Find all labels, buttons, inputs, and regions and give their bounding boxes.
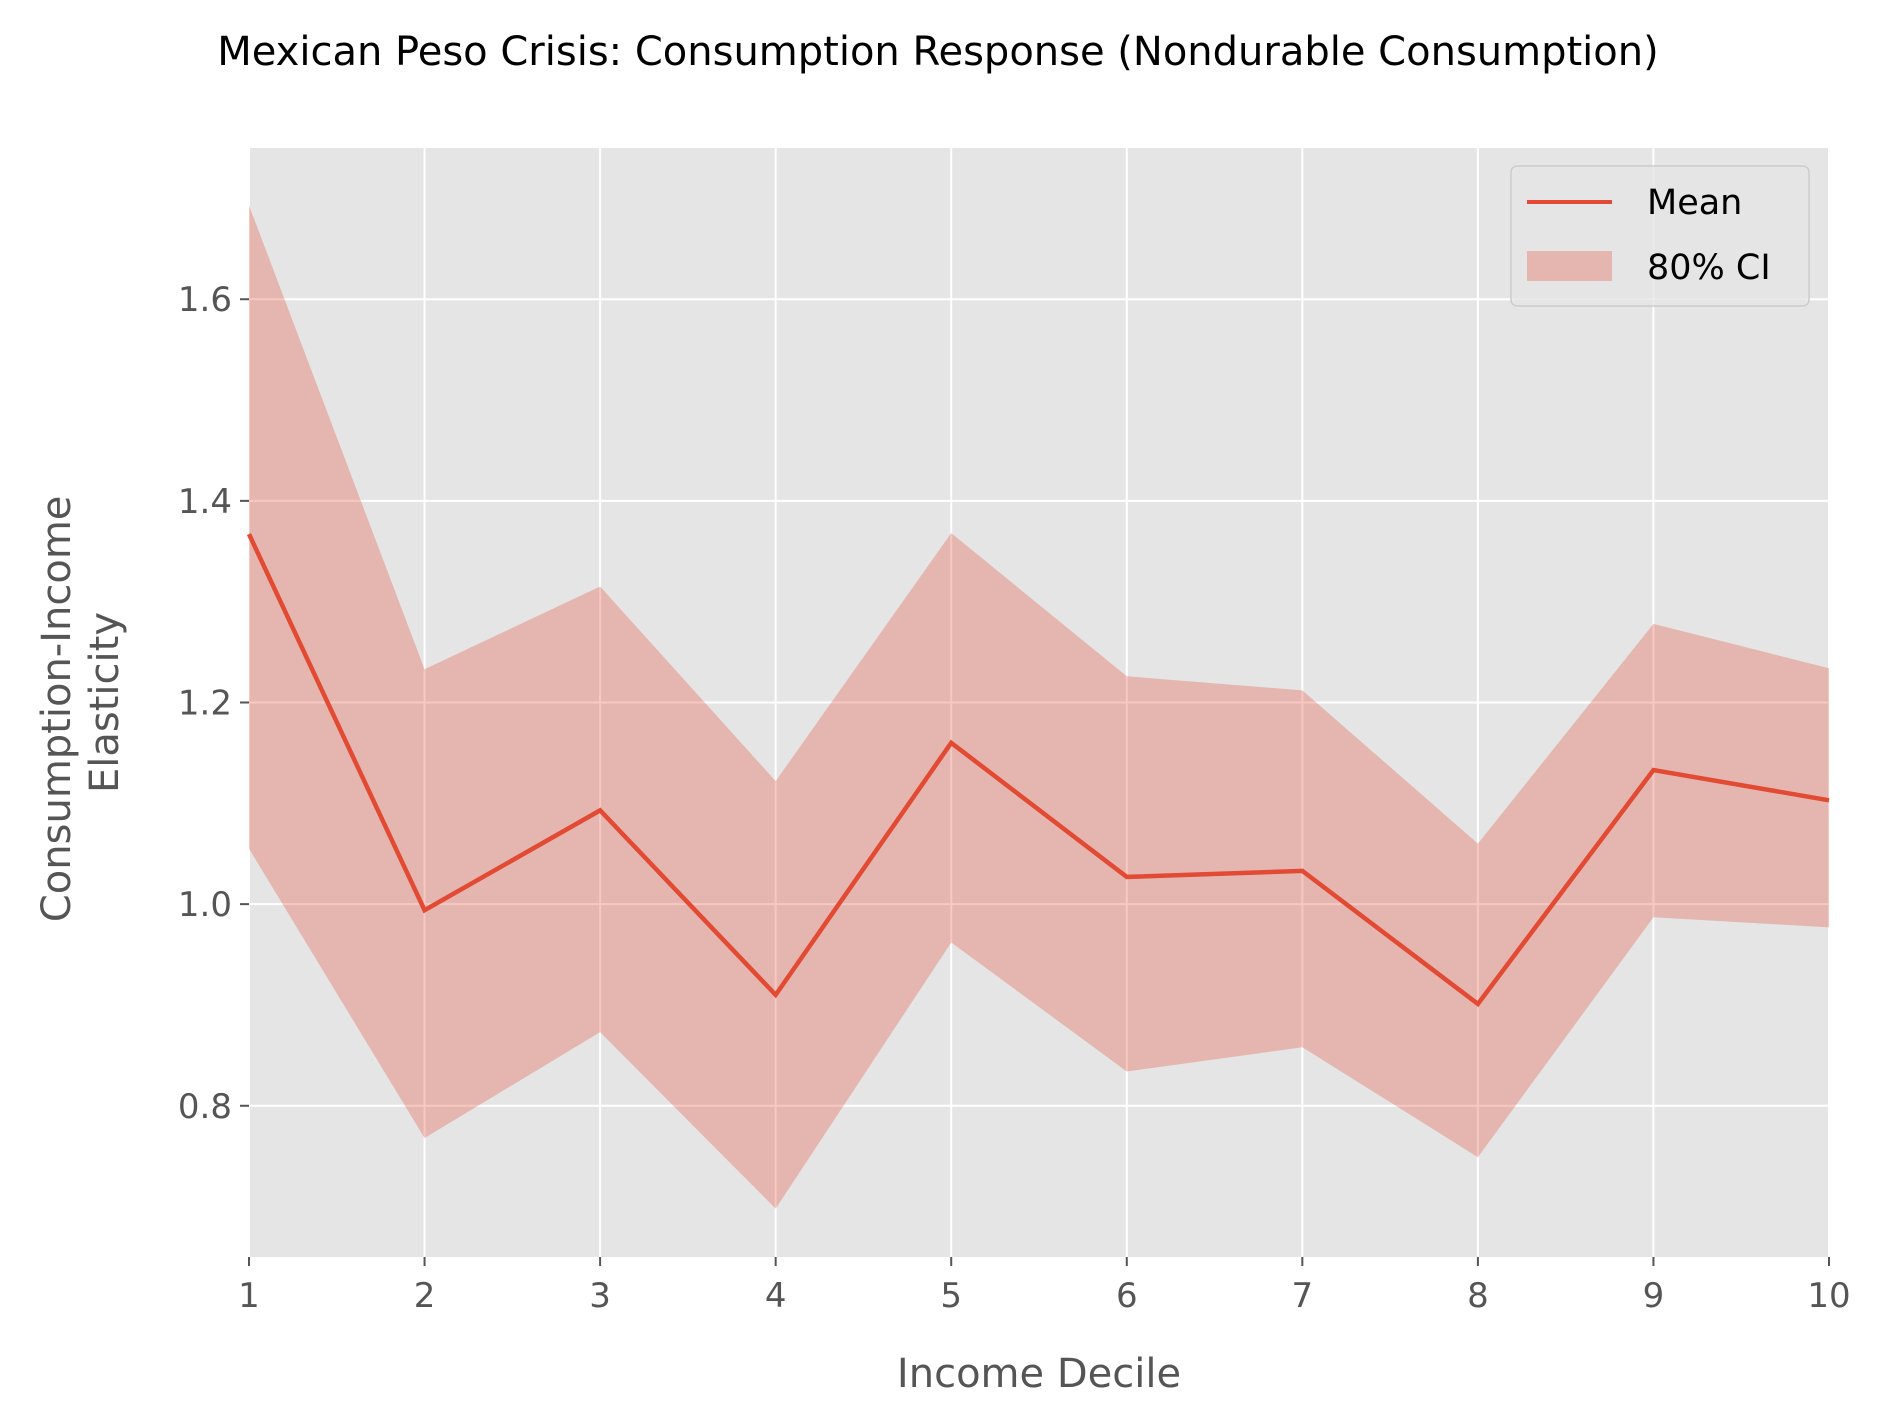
x-tick-label: 1: [238, 1276, 260, 1316]
ci-band-layer: [249, 205, 1829, 1209]
chart-title: Mexican Peso Crisis: Consumption Respons…: [217, 29, 1658, 75]
y-tick-label: 1.4: [178, 482, 232, 522]
y-axis-label-line-1: Consumption-Income: [34, 496, 80, 923]
x-tick-label: 3: [589, 1276, 611, 1316]
legend-ci-label: 80% CI: [1647, 248, 1771, 288]
y-axis-label-line-2: Elasticity: [82, 612, 128, 793]
x-tick-label: 2: [414, 1276, 436, 1316]
x-tick-label: 8: [1467, 1276, 1489, 1316]
x-tick-label: 5: [940, 1276, 962, 1316]
y-tick-label: 1.6: [178, 280, 232, 320]
legend-mean-label: Mean: [1647, 183, 1742, 223]
y-tick-label: 1.0: [178, 885, 232, 925]
legend: Mean 80% CI: [1510, 165, 1810, 307]
x-tick-label: 9: [1643, 1276, 1665, 1316]
x-axis-label: Income Decile: [897, 1351, 1181, 1397]
y-axis-label: Consumption-Income Elasticity: [34, 483, 128, 922]
y-tick-label: 1.2: [178, 684, 232, 724]
y-tick-label: 0.8: [178, 1087, 232, 1127]
ci-band: [249, 205, 1829, 1209]
mean-line: [246, 533, 1830, 1008]
y-axis-ticks: 0.8 1.0 1.2 1.4 1.6: [178, 280, 249, 1127]
x-tick-label: 6: [1116, 1276, 1138, 1316]
x-tick-label: 4: [765, 1276, 787, 1316]
x-tick-label: 10: [1807, 1276, 1850, 1316]
legend-ci-swatch: [1527, 251, 1612, 281]
grid-lines: [248, 148, 1830, 1257]
mean-line-layer: [246, 533, 1830, 1008]
x-axis-ticks: 1 2 3 4 5 6 7 8 9 10: [238, 1257, 1851, 1316]
x-tick-label: 7: [1292, 1276, 1314, 1316]
